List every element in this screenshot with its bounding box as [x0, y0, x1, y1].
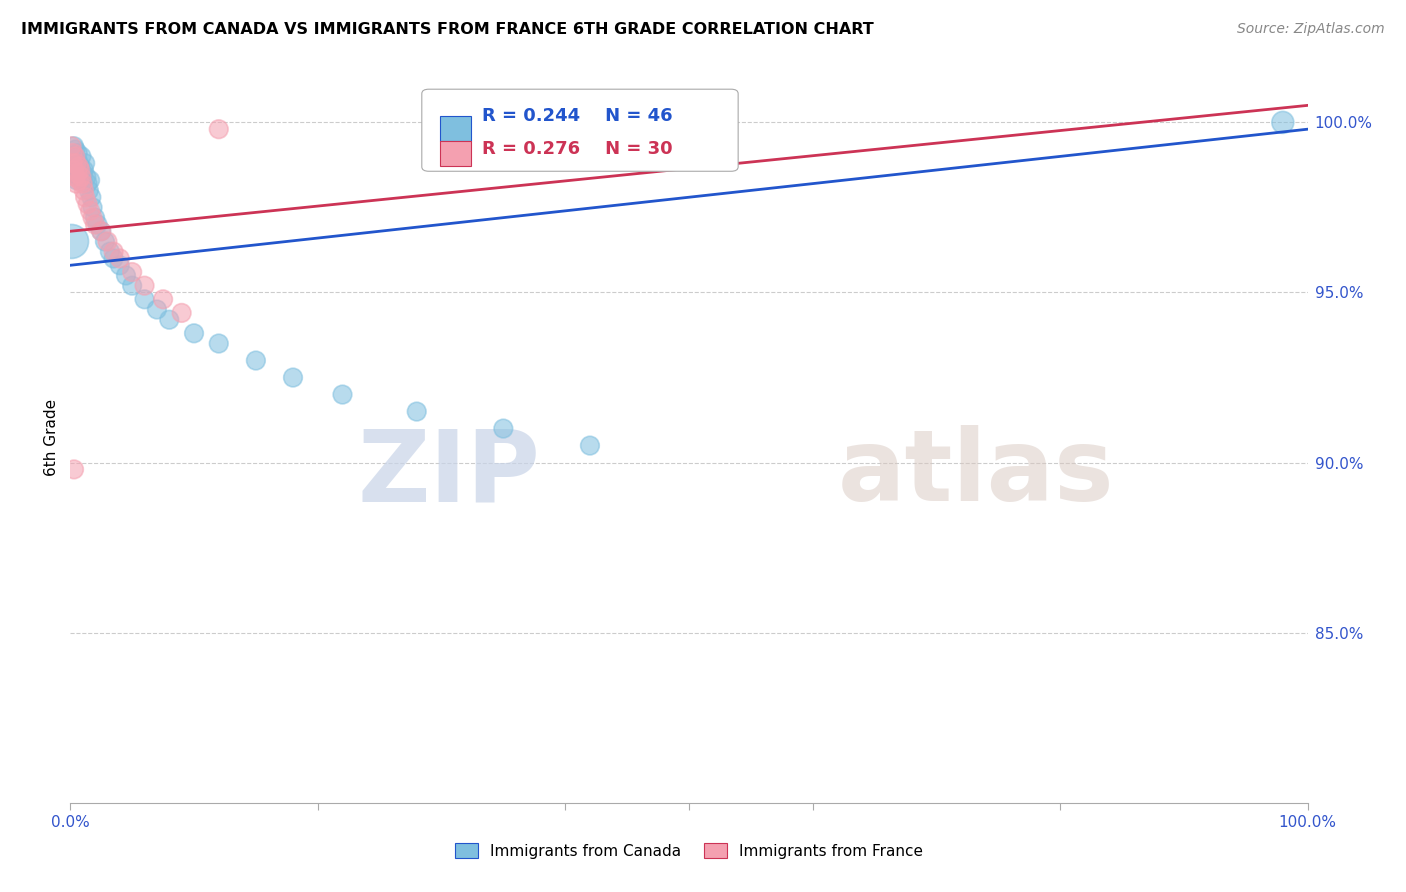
Point	[84, 211, 107, 225]
Point	[80, 190, 103, 204]
Point	[67, 169, 90, 184]
Point	[121, 265, 143, 279]
Point	[63, 163, 86, 178]
Point	[60, 149, 83, 163]
Point	[67, 156, 90, 170]
Point	[134, 278, 156, 293]
Point	[332, 387, 354, 401]
Point	[70, 149, 93, 163]
Point	[1271, 115, 1294, 129]
Point	[66, 146, 89, 161]
Point	[70, 169, 93, 184]
Point	[84, 218, 107, 232]
Point	[75, 156, 97, 170]
Point	[134, 293, 156, 307]
Point	[65, 153, 87, 167]
Point	[72, 177, 94, 191]
Point	[146, 302, 169, 317]
Point	[579, 439, 602, 453]
Point	[60, 235, 83, 249]
Point	[69, 163, 91, 178]
Point	[157, 312, 180, 326]
Point	[79, 203, 101, 218]
Legend: Immigrants from Canada, Immigrants from France: Immigrants from Canada, Immigrants from …	[449, 837, 929, 864]
Text: IMMIGRANTS FROM CANADA VS IMMIGRANTS FROM FRANCE 6TH GRADE CORRELATION CHART: IMMIGRANTS FROM CANADA VS IMMIGRANTS FRO…	[21, 22, 875, 37]
Point	[60, 139, 83, 153]
Point	[63, 139, 86, 153]
Point	[152, 293, 174, 307]
Point	[170, 306, 193, 320]
Point	[492, 421, 515, 435]
Point	[73, 163, 96, 178]
Point	[67, 173, 90, 187]
Text: ZIP: ZIP	[357, 425, 540, 522]
Point	[115, 268, 138, 283]
Point	[63, 462, 86, 476]
Text: atlas: atlas	[838, 425, 1114, 522]
Point	[75, 169, 97, 184]
Point	[62, 166, 84, 180]
Point	[72, 166, 94, 180]
Y-axis label: 6th Grade: 6th Grade	[44, 399, 59, 475]
Point	[76, 197, 98, 211]
Point	[90, 224, 112, 238]
Point	[62, 156, 84, 170]
Point	[69, 160, 91, 174]
Point	[65, 149, 87, 163]
Text: Source: ZipAtlas.com: Source: ZipAtlas.com	[1237, 22, 1385, 37]
Point	[183, 326, 205, 341]
Text: R = 0.276    N = 30: R = 0.276 N = 30	[482, 139, 673, 158]
Point	[75, 190, 97, 204]
Point	[65, 177, 87, 191]
Point	[73, 183, 96, 197]
Point	[65, 156, 87, 170]
Point	[86, 218, 108, 232]
Text: R = 0.244    N = 46: R = 0.244 N = 46	[482, 107, 673, 125]
Point	[208, 122, 231, 136]
Point	[108, 258, 131, 272]
Point	[65, 169, 87, 184]
Point	[72, 173, 94, 187]
Point	[103, 244, 125, 259]
Point	[103, 252, 125, 266]
Point	[67, 160, 90, 174]
Point	[94, 235, 117, 249]
Point	[108, 252, 131, 266]
Point	[82, 211, 104, 225]
Point	[65, 143, 87, 157]
Point	[66, 166, 89, 180]
Point	[65, 173, 87, 187]
Point	[62, 146, 84, 161]
Point	[245, 353, 267, 368]
Point	[121, 278, 143, 293]
Point	[79, 173, 101, 187]
Point	[281, 370, 304, 384]
Point	[90, 224, 112, 238]
Point	[76, 177, 98, 191]
Point	[98, 244, 121, 259]
Point	[66, 163, 89, 178]
Point	[63, 156, 86, 170]
Point	[77, 183, 100, 197]
Point	[82, 201, 104, 215]
Point	[405, 404, 427, 418]
Point	[208, 336, 231, 351]
Point	[96, 235, 118, 249]
Point	[65, 163, 87, 178]
